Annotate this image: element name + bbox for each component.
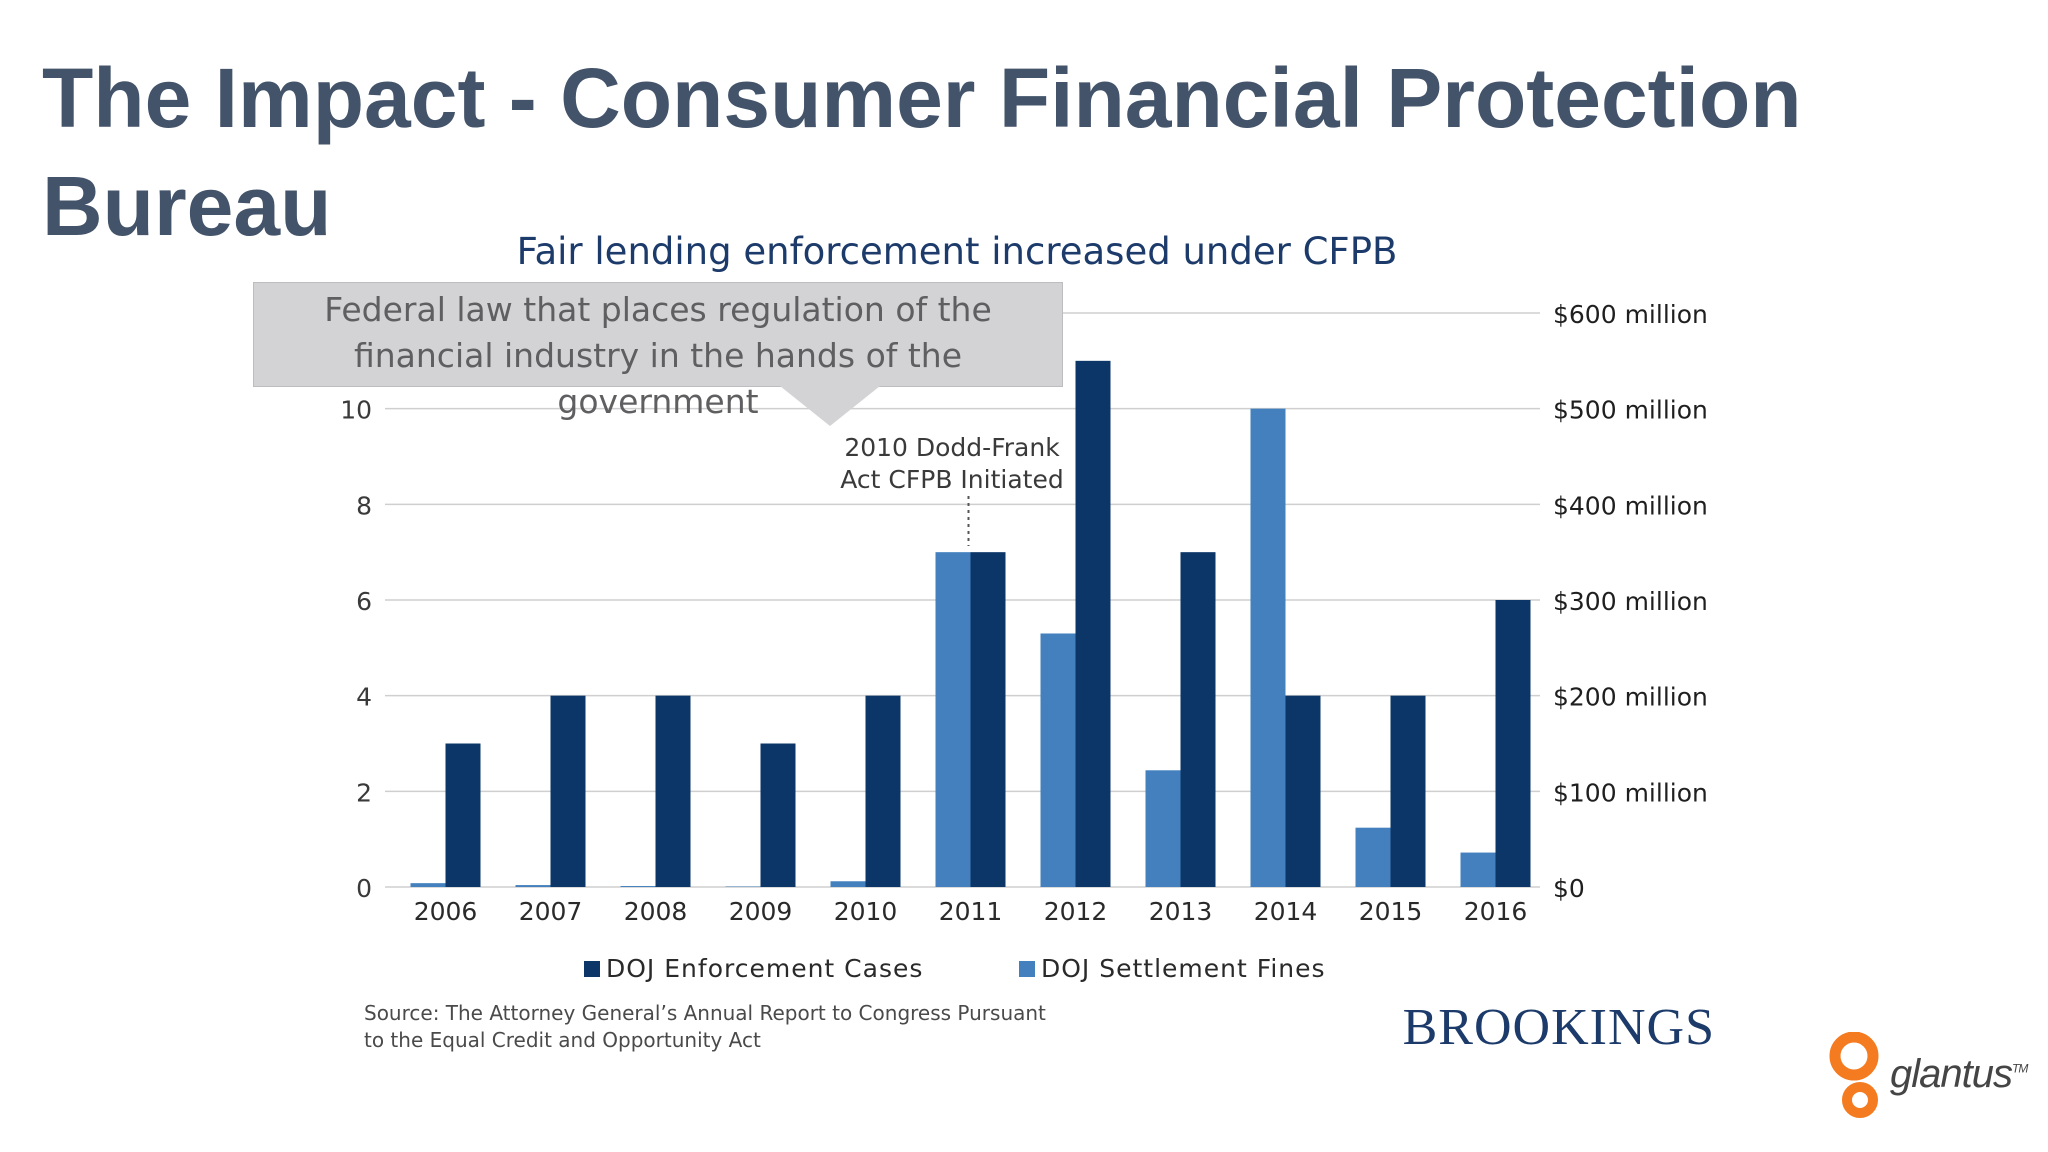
- left-tick-label: 0: [356, 874, 372, 903]
- left-tick-label: 8: [356, 491, 372, 520]
- bar-enforcement-cases: [1390, 695, 1426, 887]
- bar-enforcement-cases: [655, 695, 691, 887]
- bar-enforcement-cases: [1075, 360, 1111, 887]
- right-tick-label: $400 million: [1553, 491, 1708, 520]
- left-tick-label: 10: [340, 396, 372, 425]
- annotation-text: Act CFPB Initiated: [840, 465, 1063, 494]
- bar-enforcement-cases: [1495, 600, 1531, 887]
- brookings-logo: BROOKINGS: [1402, 999, 1715, 1056]
- bar-enforcement-cases: [865, 695, 901, 887]
- x-tick-label: 2009: [729, 897, 793, 926]
- source-note: Source: The Attorney General’s Annual Re…: [364, 1000, 1164, 1054]
- x-tick-label: 2014: [1254, 897, 1318, 926]
- bar-enforcement-cases: [445, 743, 481, 887]
- right-tick-label: $500 million: [1553, 396, 1708, 425]
- x-tick-label: 2012: [1044, 897, 1108, 926]
- left-axis: 0 2 4 6 8 10: [340, 396, 372, 903]
- x-tick-label: 2010: [834, 897, 898, 926]
- bar-enforcement-cases: [1285, 695, 1321, 887]
- callout-pointer: [780, 386, 880, 426]
- legend-swatch: [584, 961, 600, 977]
- legend-label: DOJ Enforcement Cases: [606, 954, 923, 983]
- annotation: 2010 Dodd-Frank Act CFPB Initiated: [840, 433, 1064, 546]
- callout-box: Federal law that places regulation of th…: [253, 282, 1063, 421]
- left-tick-label: 2: [356, 778, 372, 807]
- right-tick-label: $200 million: [1553, 683, 1708, 712]
- left-tick-label: 4: [356, 683, 372, 712]
- chart-title: Fair lending enforcement increased under…: [517, 230, 1398, 273]
- x-tick-label: 2016: [1464, 897, 1528, 926]
- bar-settlement-fines: [1355, 827, 1391, 887]
- bar-settlement-fines: [515, 885, 551, 887]
- right-tick-label: $100 million: [1553, 778, 1708, 807]
- source-line-1: Source: The Attorney General’s Annual Re…: [364, 1001, 1046, 1025]
- x-tick-label: 2007: [519, 897, 583, 926]
- bar-settlement-fines: [1040, 633, 1076, 887]
- right-tick-label: $300 million: [1553, 587, 1708, 616]
- bar-enforcement-cases: [760, 743, 796, 887]
- legend-swatch: [1019, 961, 1035, 977]
- bar-enforcement-cases: [970, 552, 1006, 887]
- annotation-text: 2010 Dodd-Frank: [844, 433, 1060, 462]
- x-tick-label: 2008: [624, 897, 688, 926]
- right-tick-label: $600 million: [1553, 300, 1708, 329]
- x-tick-label: 2006: [414, 897, 478, 926]
- right-axis: $0 $100 million $200 million $300 million $4…: [1553, 300, 1708, 903]
- x-tick-label: 2015: [1359, 897, 1423, 926]
- page-title: The Impact - Consumer Financial Protecti…: [42, 51, 1802, 253]
- source-line-2: to the Equal Credit and Opportunity Act: [364, 1028, 761, 1052]
- bar-enforcement-cases: [1180, 552, 1216, 887]
- x-tick-label: 2013: [1149, 897, 1213, 926]
- x-tick-label: 2011: [939, 897, 1003, 926]
- bar-settlement-fines: [1460, 852, 1496, 887]
- x-axis: 2006 2007 2008 2009 2010 2011 2012 2013 2014 2015…: [414, 897, 1528, 926]
- bar-settlement-fines: [935, 552, 971, 887]
- bar-settlement-fines: [1250, 408, 1286, 887]
- left-tick-label: 6: [356, 587, 372, 616]
- glantus-logo-text: glantusTM: [1890, 1052, 2028, 1096]
- glantus-logo-icon: [1829, 1032, 1879, 1118]
- legend: DOJ Enforcement Cases DOJ Settlement Fine…: [584, 954, 1326, 983]
- bars: [410, 360, 1531, 887]
- bar-enforcement-cases: [550, 695, 586, 887]
- right-tick-label: $0: [1553, 874, 1585, 903]
- bar-settlement-fines: [1145, 770, 1181, 887]
- bar-settlement-fines: [830, 881, 866, 887]
- legend-label: DOJ Settlement Fines: [1041, 954, 1326, 983]
- bar-settlement-fines: [410, 883, 446, 887]
- bar-settlement-fines: [620, 886, 656, 887]
